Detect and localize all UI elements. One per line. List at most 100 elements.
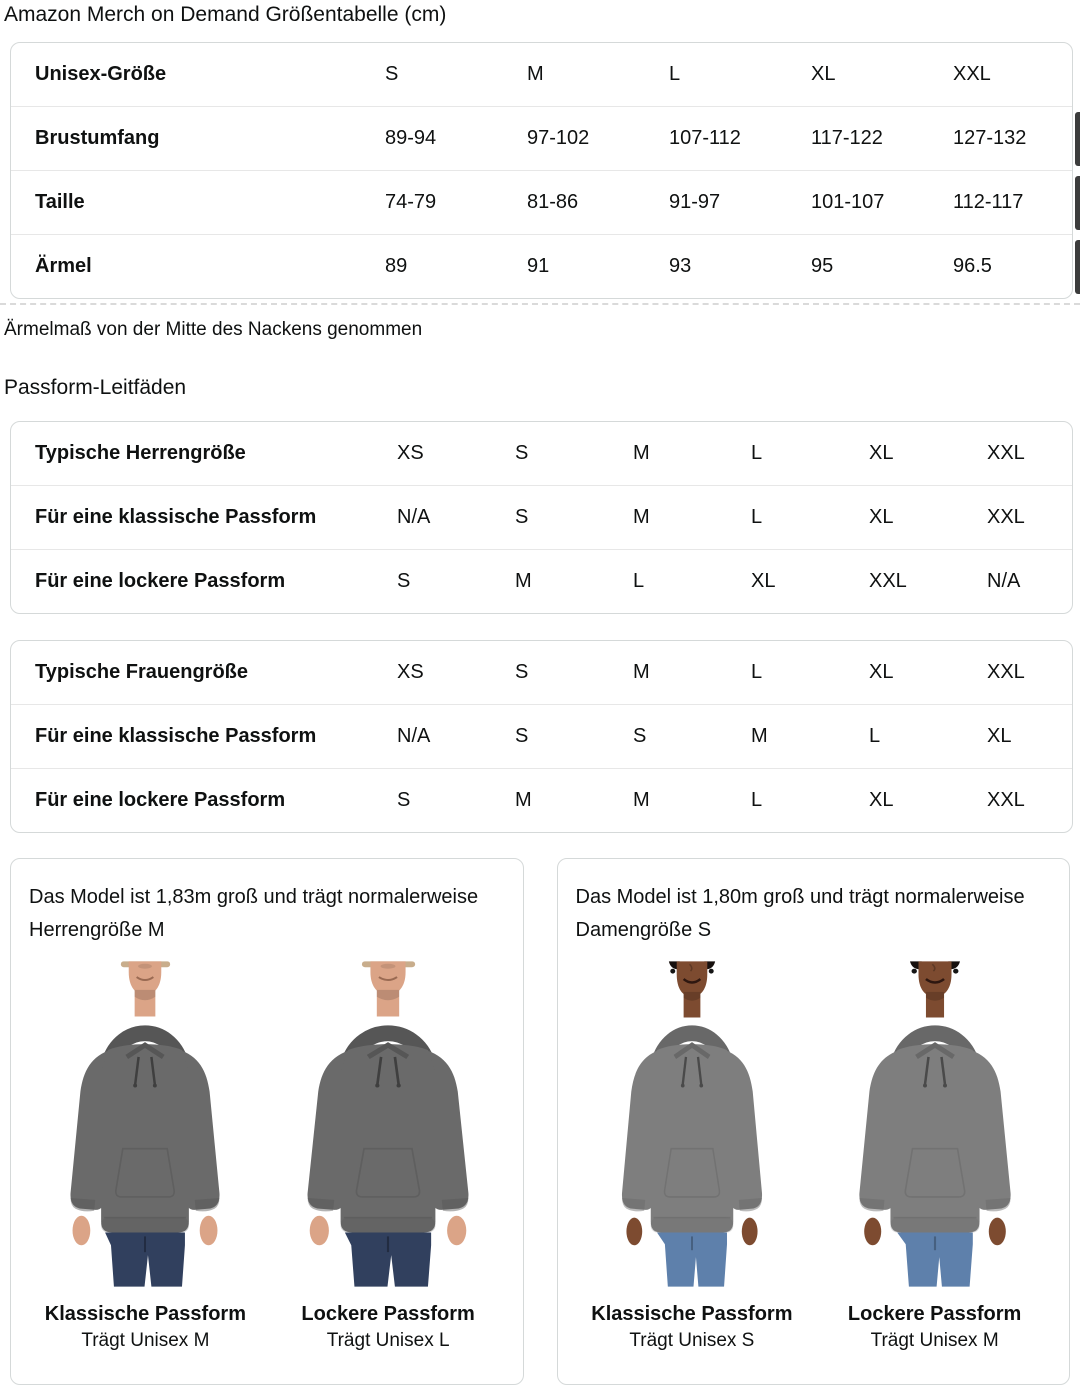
size-column-header: S (515, 661, 529, 683)
size-column-header: S (515, 442, 529, 464)
row-label: Für eine lockere Passform (35, 570, 286, 592)
size-column-header: XL (869, 442, 894, 464)
measurement-value: 101-107 (811, 191, 885, 213)
page-title: Amazon Merch on Demand Größentabelle (cm… (4, 3, 447, 26)
size-column-header: XXL (953, 63, 991, 85)
fit-size-value: XL (987, 725, 1012, 747)
measurement-value: 89 (385, 255, 408, 277)
size-column-header: XS (397, 661, 424, 683)
row-label: Für eine klassische Passform (35, 725, 317, 747)
size-column-header: L (669, 63, 681, 85)
model-cards: Das Model ist 1,83m groß und trägt norma… (10, 858, 1070, 1385)
fit-size-worn: Trägt Unisex S (629, 1330, 755, 1351)
measurement-value: 91 (527, 255, 550, 277)
unisex-size-table: Unisex-Größe S M L XL XXL Brustumfang 89… (10, 42, 1073, 299)
table-row: Für eine klassische Passform N/A S M L X… (11, 485, 1072, 549)
fit-size-value: S (397, 570, 411, 592)
size-column-header: M (633, 442, 650, 464)
measurement-value: 95 (811, 255, 834, 277)
measurement-value: 96.5 (953, 255, 992, 277)
fit-size-value: XL (869, 506, 894, 528)
fit-size-value: L (633, 570, 645, 592)
table-row: Für eine lockere Passform S M M L XL XXL (11, 768, 1072, 832)
fit-size-value: N/A (397, 725, 431, 747)
size-column-header: XXL (987, 442, 1025, 464)
table-header-row: Typische Herrengröße XS S M L XL XXL (11, 422, 1072, 485)
fit-caption: Lockere Passform (301, 1303, 475, 1325)
measurement-value: 117-122 (811, 127, 883, 149)
size-column-header: XL (869, 661, 894, 683)
fit-caption: Lockere Passform (847, 1303, 1022, 1325)
table-row: Für eine lockere Passform S M L XL XXL N… (11, 549, 1072, 613)
row-label: Für eine klassische Passform (35, 506, 317, 528)
measurement-value: 107-112 (669, 127, 741, 149)
row-label: Typische Frauengröße (35, 661, 249, 683)
table-edge-marker (1075, 176, 1080, 230)
table-row: Ärmel 89 91 93 95 96.5 (11, 234, 1072, 298)
size-column-header: M (527, 63, 544, 85)
dashed-divider (0, 303, 1080, 305)
fit-size-value: L (869, 725, 881, 747)
model-figures: Klassische Passform Trägt Unisex S Locke… (576, 959, 1052, 1354)
model-figure-classic: Klassische Passform Trägt Unisex S (576, 959, 809, 1354)
row-label: Taille (35, 191, 85, 213)
mens-model-card: Das Model ist 1,83m groß und trägt norma… (10, 858, 524, 1385)
size-column-header: M (633, 661, 650, 683)
fit-size-value: XL (751, 570, 776, 592)
size-column-header: L (751, 442, 763, 464)
measurement-value: 127-132 (953, 127, 1027, 149)
fit-size-value: XXL (987, 506, 1025, 528)
fit-size-value: S (633, 725, 647, 747)
measurement-value: 93 (669, 255, 692, 277)
size-column-header: L (751, 661, 763, 683)
row-label: Unisex-Größe (35, 63, 167, 85)
fit-size-worn: Trägt Unisex L (326, 1330, 450, 1351)
table-header-row: Unisex-Größe S M L XL XXL (11, 43, 1072, 106)
table-row: Brustumfang 89-94 97-102 107-112 117-122… (11, 106, 1072, 170)
fit-size-value: M (633, 506, 650, 528)
table-header-row: Typische Frauengröße XS S M L XL XXL (11, 641, 1072, 704)
fit-size-value: XL (869, 789, 894, 811)
male-model-classic-photo (39, 959, 251, 1289)
model-description: Das Model ist 1,80m groß und trägt norma… (575, 886, 1025, 941)
female-model-loose-photo (820, 959, 1049, 1289)
fit-size-value: M (751, 725, 768, 747)
fit-size-value: S (515, 506, 529, 528)
model-figure-loose: Lockere Passform Trägt Unisex M (818, 959, 1051, 1354)
row-label: Ärmel (35, 255, 92, 277)
fit-size-value: S (397, 789, 411, 811)
fit-size-value: M (515, 570, 532, 592)
sleeve-measure-note: Ärmelmaß von der Mitte des Nackens genom… (4, 319, 423, 340)
fit-caption: Klassische Passform (44, 1303, 246, 1325)
size-column-header: XL (811, 63, 836, 85)
fit-size-value: XXL (869, 570, 907, 592)
fit-caption: Klassische Passform (591, 1303, 793, 1325)
measurement-value: 112-117 (953, 191, 1024, 213)
model-figures: Klassische Passform Trägt Unisex M Locke… (29, 959, 505, 1354)
womens-model-card: Das Model ist 1,80m groß und trägt norma… (556, 858, 1070, 1385)
table-edge-marker (1075, 240, 1080, 294)
model-figure-loose: Lockere Passform Trägt Unisex L (272, 959, 505, 1354)
measurement-value: 74-79 (385, 191, 437, 213)
fit-size-value: S (515, 725, 529, 747)
mens-fit-table: Typische Herrengröße XS S M L XL XXL Für… (10, 421, 1073, 614)
fit-guides-heading: Passform-Leitfäden (4, 376, 187, 399)
fit-size-value: XXL (987, 789, 1025, 811)
fit-size-value: L (751, 789, 763, 811)
row-label: Typische Herrengröße (35, 442, 246, 464)
male-model-loose-photo (274, 959, 503, 1289)
measurement-value: 97-102 (527, 127, 590, 149)
fit-size-worn: Trägt Unisex M (81, 1330, 210, 1351)
fit-size-value: M (515, 789, 532, 811)
measurement-value: 89-94 (385, 127, 437, 149)
fit-size-value: L (751, 506, 763, 528)
table-row: Taille 74-79 81-86 91-97 101-107 112-117 (11, 170, 1072, 234)
size-column-header: S (385, 63, 399, 85)
fit-size-worn: Trägt Unisex M (870, 1330, 999, 1351)
size-column-header: XXL (987, 661, 1025, 683)
female-model-classic-photo (586, 959, 798, 1289)
measurement-value: 81-86 (527, 191, 579, 213)
table-row: Für eine klassische Passform N/A S S M L… (11, 704, 1072, 768)
table-edge-marker (1075, 112, 1080, 166)
